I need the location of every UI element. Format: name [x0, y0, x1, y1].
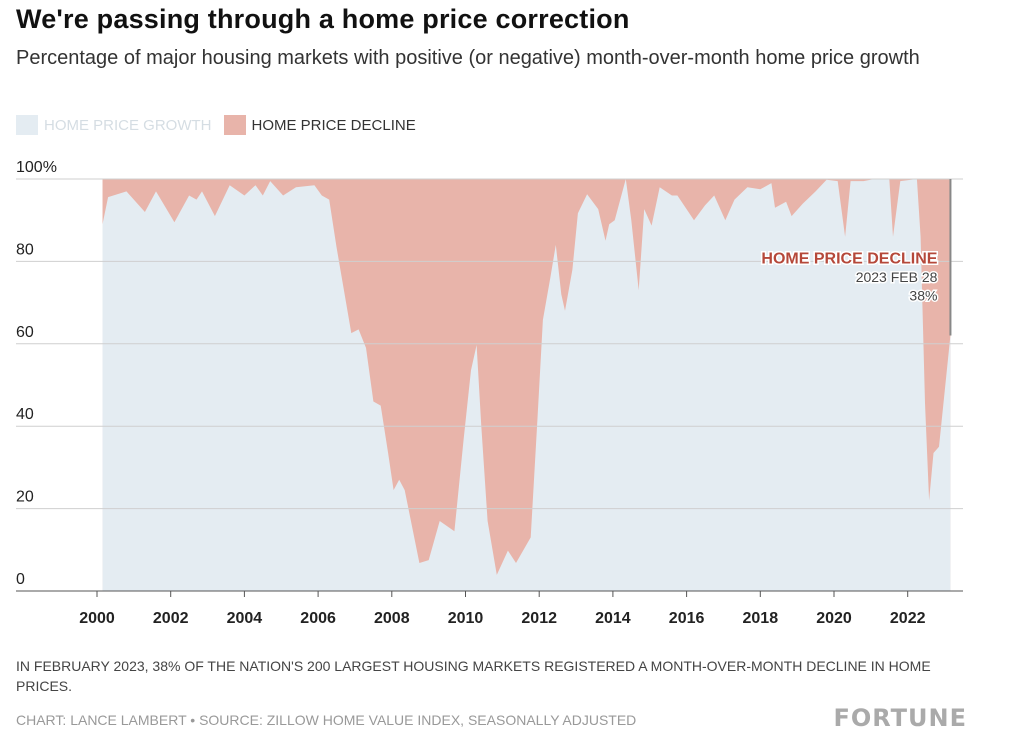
x-tick-label: 2012	[521, 610, 557, 627]
x-tick-label: 2006	[300, 610, 336, 627]
chart-plot: 0 20 40 60 80 100% 2000 2002 2004 2006 2008 2010 201…	[16, 159, 963, 627]
x-tick-label: 2022	[890, 610, 926, 627]
y-tick-label: 60	[16, 324, 34, 341]
legend-item-decline[interactable]: HOME PRICE DECLINE	[223, 115, 416, 135]
x-tick-label: 2008	[374, 610, 410, 627]
y-tick-label: 80	[16, 241, 34, 258]
x-tick-label: 2010	[448, 610, 484, 627]
y-tick-label: 0	[16, 571, 25, 588]
y-tick-label: 20	[16, 489, 34, 506]
chart-title: We're passing through a home price corre…	[16, 4, 630, 34]
annotation-value: 38%	[909, 288, 937, 304]
annotation-label: HOME PRICE DECLINE	[761, 250, 937, 267]
legend-label-growth: HOME PRICE GROWTH	[44, 116, 212, 134]
chart-credit: CHART: LANCE LAMBERT • SOURCE: ZILLOW HO…	[16, 712, 637, 728]
legend-item-growth[interactable]: HOME PRICE GROWTH	[16, 115, 212, 135]
y-tick-label: 40	[16, 406, 34, 423]
growth-area	[102, 179, 951, 591]
x-tick-label: 2016	[669, 610, 705, 627]
y-tick-label: 100%	[16, 159, 57, 176]
chart-subtitle: Percentage of major housing markets with…	[16, 47, 920, 69]
x-tick-label: 2020	[816, 610, 852, 627]
chart-note: IN FEBRUARY 2023, 38% OF THE NATION'S 20…	[16, 658, 931, 694]
legend: HOME PRICE GROWTH HOME PRICE DECLINE	[16, 115, 428, 135]
x-tick-label: 2018	[743, 610, 779, 627]
legend-swatch-decline	[223, 115, 246, 135]
x-tick-label: 2002	[153, 610, 189, 627]
legend-label-decline: HOME PRICE DECLINE	[251, 116, 416, 134]
annotation-date: 2023 FEB 28	[856, 269, 938, 285]
x-tick-label: 2004	[227, 610, 263, 627]
fortune-logo: FORTUNE	[833, 704, 967, 732]
legend-swatch-growth	[16, 115, 38, 135]
x-tick-label: 2000	[79, 610, 115, 627]
x-tick-label: 2014	[595, 610, 631, 627]
